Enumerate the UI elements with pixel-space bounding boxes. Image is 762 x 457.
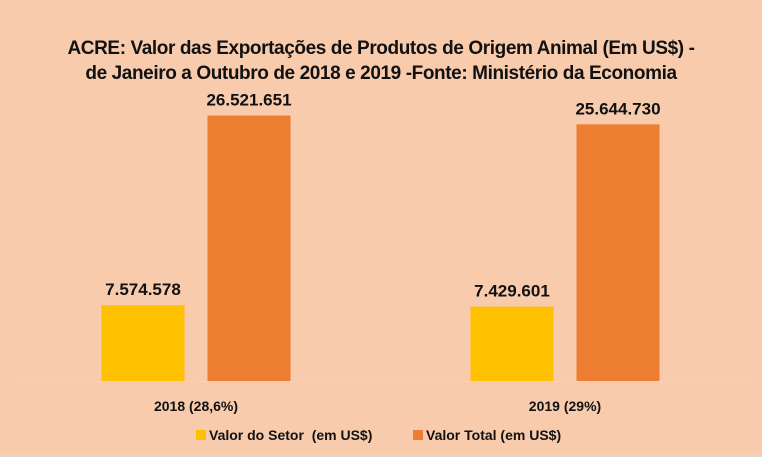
legend-swatch-total [413, 430, 423, 440]
bar-total-1 [576, 124, 660, 382]
legend-swatch-setor [196, 430, 206, 440]
data-label-total-1: 25.644.730 [575, 99, 660, 118]
data-label-setor-1: 7.429.601 [474, 282, 550, 301]
bar-total-0 [207, 115, 291, 381]
data-label-total-0: 26.521.651 [206, 91, 291, 110]
category-label-0: 2018 (28,6%) [154, 398, 238, 414]
legend-item-total: Valor Total (em US$) [413, 427, 561, 443]
category-label-1: 2019 (29%) [529, 398, 601, 414]
data-label-setor-0: 7.574.578 [105, 280, 181, 299]
legend-label-total: Valor Total (em US$) [426, 427, 562, 443]
chart-title: ACRE: Valor das Exportações de Produtos … [67, 38, 695, 84]
bar-setor-1 [470, 306, 554, 381]
legend: Valor do Setor (em US$) Valor Total (em … [0, 427, 762, 447]
legend-item-setor: Valor do Setor (em US$) [196, 427, 372, 443]
legend-label-setor: Valor do Setor (em US$) [209, 427, 373, 443]
bar-setor-0 [101, 305, 185, 381]
